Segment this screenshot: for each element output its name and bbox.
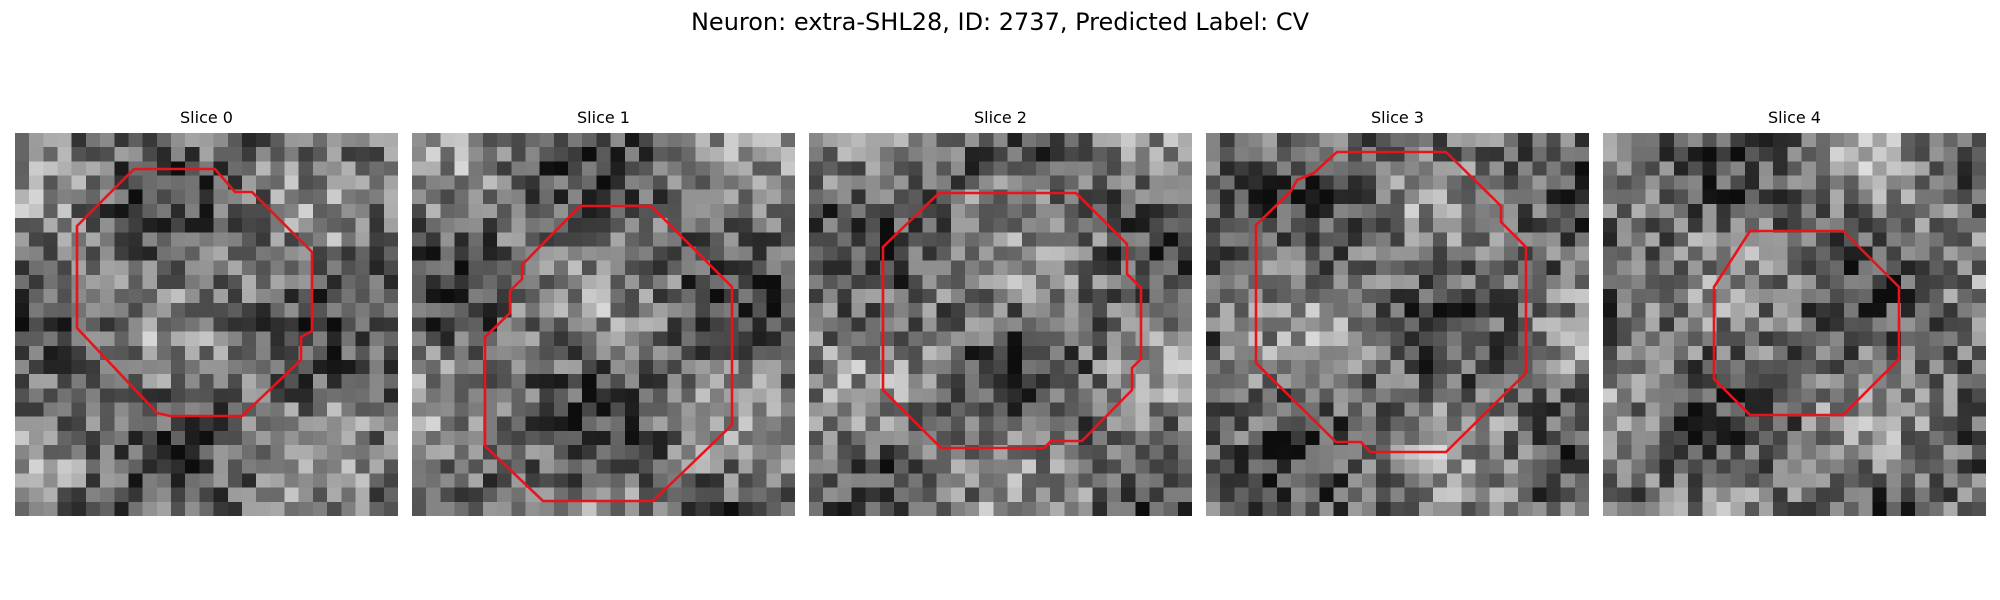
slice-title-3: Slice 3 — [1371, 108, 1424, 127]
slice-image-3 — [1206, 133, 1589, 516]
neuron-contour — [75, 167, 314, 418]
slice-image-2 — [809, 133, 1192, 516]
slice-title-4: Slice 4 — [1768, 108, 1821, 127]
neuron-contour — [881, 191, 1143, 450]
slice-title-0: Slice 0 — [180, 108, 233, 127]
slice-title-1: Slice 1 — [577, 108, 630, 127]
microscopy-texture — [809, 133, 1192, 516]
slice-panel-1: Slice 1 — [412, 108, 795, 516]
microscopy-texture — [412, 133, 795, 516]
neuron-contour — [483, 204, 734, 503]
slice-image-0 — [15, 133, 398, 516]
slice-image-1 — [412, 133, 795, 516]
microscopy-texture — [15, 133, 398, 516]
figure-title: Neuron: extra-SHL28, ID: 2737, Predicted… — [690, 8, 1310, 36]
slice-panel-2: Slice 2 — [809, 108, 1192, 516]
slice-panel-4: Slice 4 — [1603, 108, 1986, 516]
slice-image-4 — [1603, 133, 1986, 516]
slice-panel-3: Slice 3 — [1206, 108, 1589, 516]
neuron-contour — [1254, 150, 1528, 454]
slice-title-2: Slice 2 — [974, 108, 1027, 127]
neuron-contour — [1712, 229, 1901, 417]
microscopy-texture — [1603, 133, 1986, 516]
slice-panel-0: Slice 0 — [15, 108, 398, 516]
microscopy-texture — [1206, 133, 1589, 516]
